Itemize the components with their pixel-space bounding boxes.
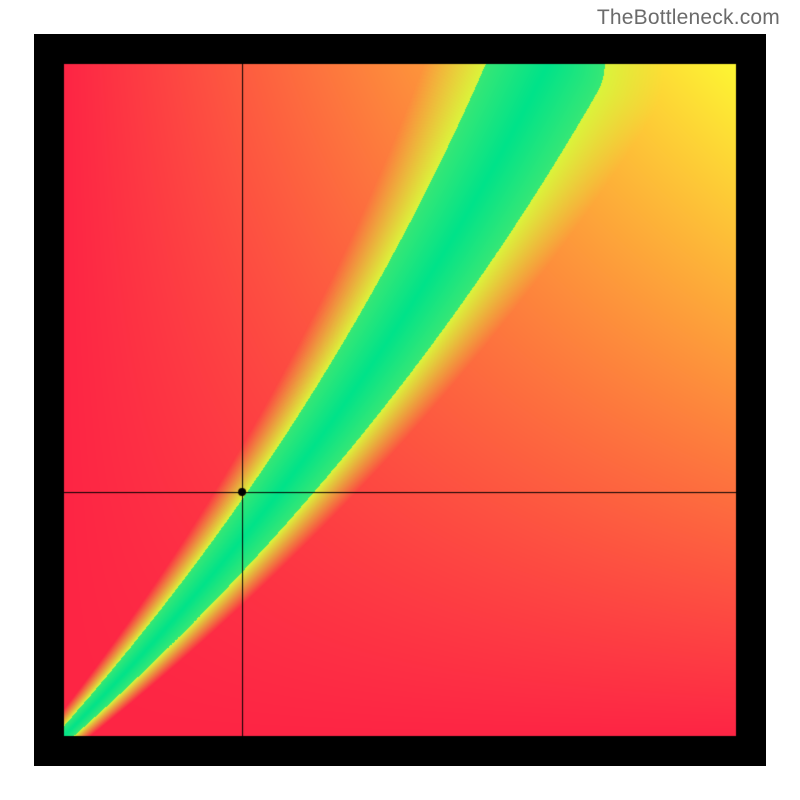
source-watermark: TheBottleneck.com bbox=[597, 6, 780, 30]
heatmap-canvas bbox=[34, 34, 766, 766]
bottleneck-heatmap bbox=[34, 34, 766, 766]
